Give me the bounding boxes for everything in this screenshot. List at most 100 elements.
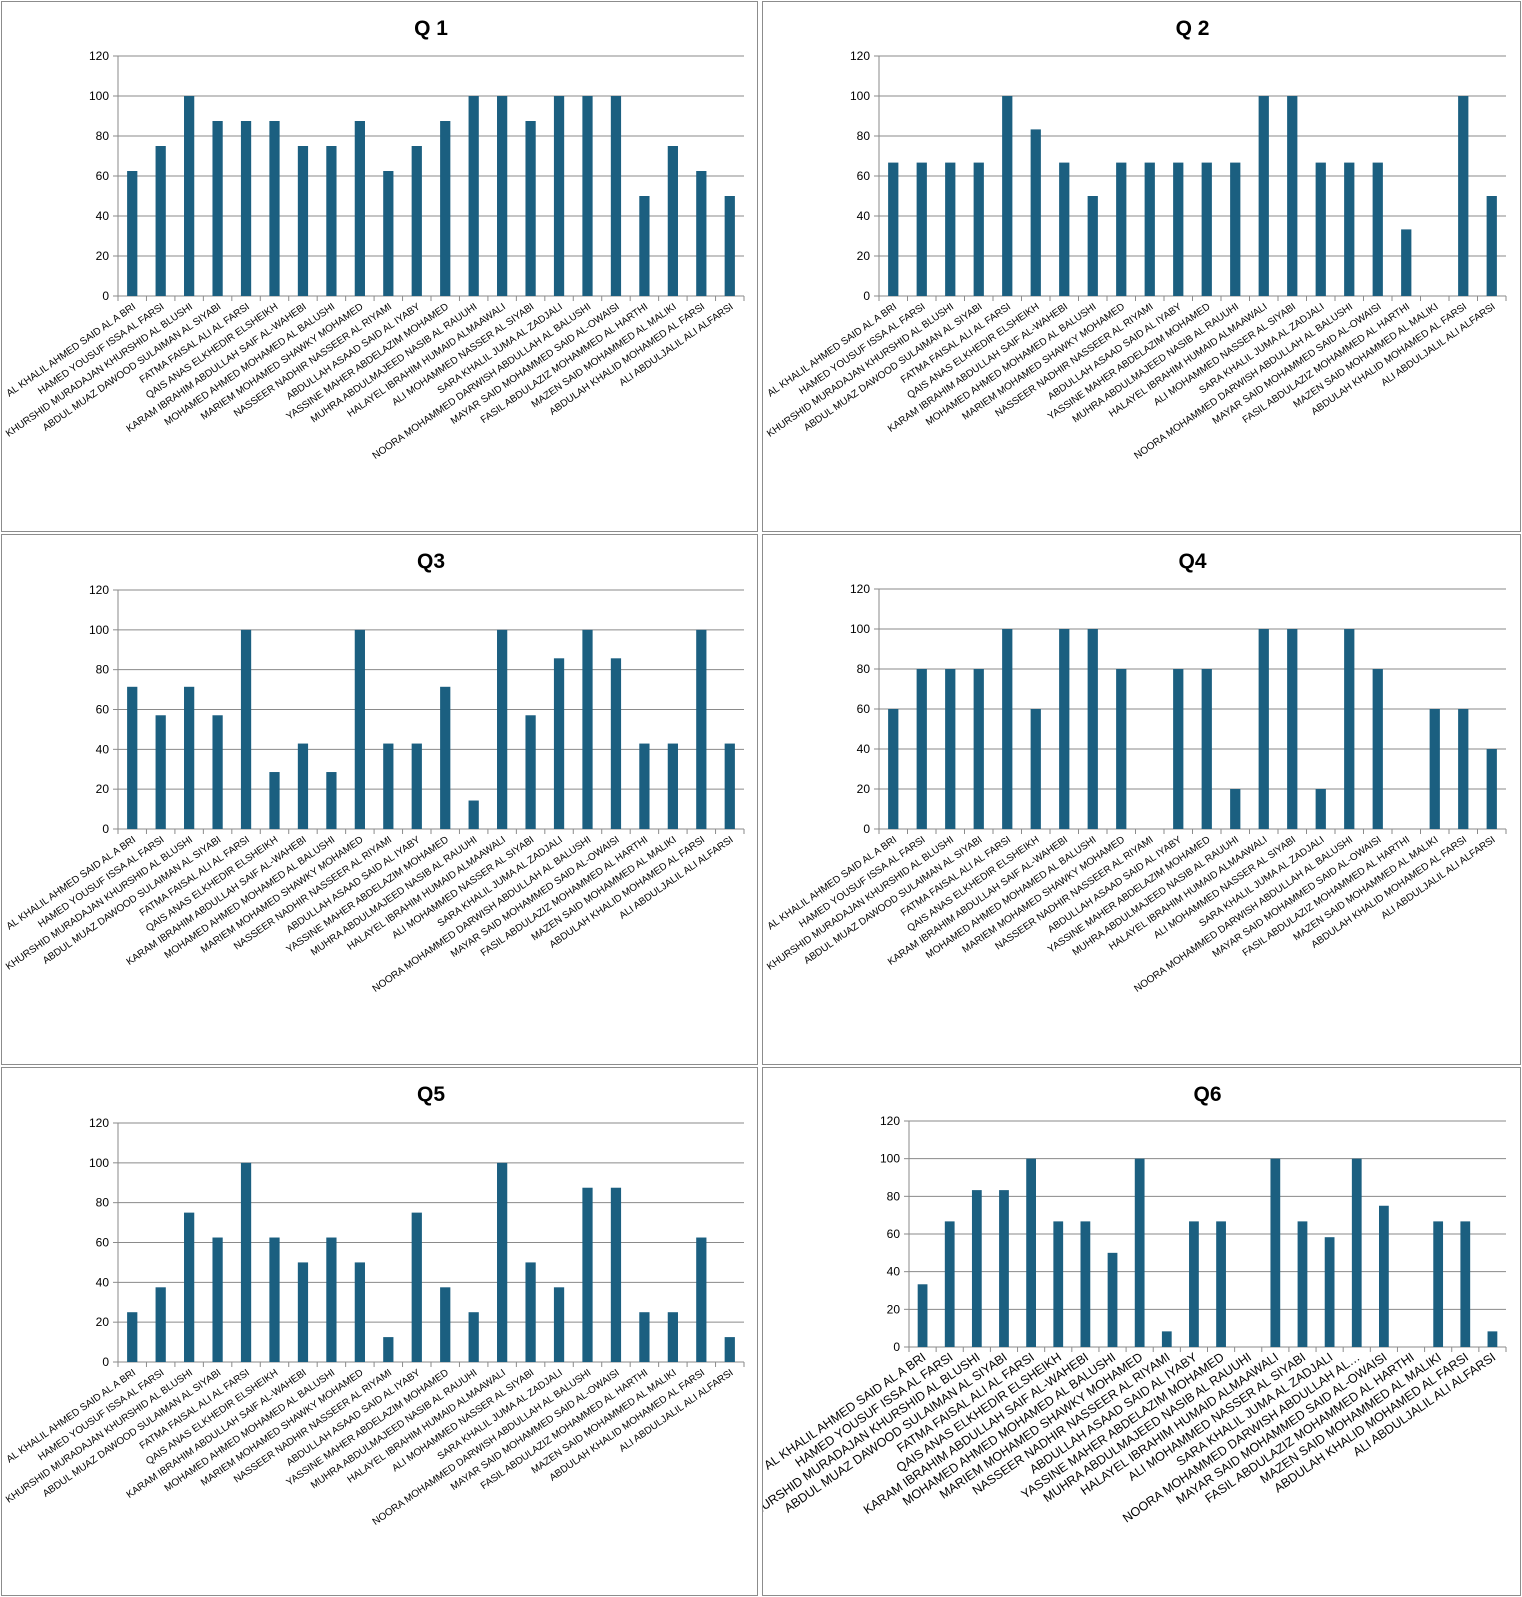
bar [553,96,565,296]
y-tick-label: 60 [96,169,110,183]
bar [1372,669,1383,829]
chart-title: Q 1 [414,17,448,40]
bar [639,743,650,829]
bar [1201,162,1212,296]
bar [1161,1331,1172,1347]
bar [184,686,195,829]
bar [1372,162,1383,296]
chart-title: Q4 [1178,550,1206,573]
y-tick-label: 20 [96,1315,110,1329]
bar [582,96,593,296]
bar [468,800,479,829]
bar [240,121,252,296]
bar [916,669,927,829]
y-tick-label: 100 [850,89,870,103]
bar [696,171,707,296]
y-tick-label: 120 [880,1114,900,1128]
y-tick-label: 20 [96,782,110,796]
panel-q4: Q4 0 20 40 60 80 100 120 AL KHALIL AHMED SAID AL… [762,534,1521,1065]
y-tick-label: 0 [863,289,870,303]
bar [440,686,451,829]
bar [354,1262,365,1362]
bar [1107,1252,1118,1347]
y-tick-label: 80 [96,663,110,677]
bar [1087,629,1098,829]
bar [1351,1158,1362,1347]
y-tick-label: 60 [857,169,871,183]
y-tick-label: 120 [850,49,870,63]
y-tick-label: 60 [887,1227,901,1241]
y-tick-label: 120 [89,1116,109,1130]
bar [127,686,138,829]
bar [269,1237,280,1362]
y-tick-label: 80 [96,1196,110,1210]
y-tick-label: 60 [96,703,110,717]
bar [184,1212,195,1362]
bar [184,96,195,296]
y-tick-label: 40 [96,1275,110,1289]
bar [525,121,536,296]
bar [1315,162,1326,296]
bar [269,121,280,296]
y-tick-label: 40 [857,742,871,756]
y-tick-label: 120 [89,49,109,63]
bar [297,1262,309,1362]
bar [553,658,565,829]
bar [326,1237,337,1362]
bar [1116,162,1127,296]
chart-title: Q6 [1193,1083,1221,1106]
y-tick-label: 0 [102,1355,109,1369]
bar [269,772,280,829]
bar [917,1284,928,1347]
bar [1116,669,1127,829]
panel-q3: Q3 0 20 40 60 80 100 120 AL KHALIL AHMED SAID AL… [1,534,758,1065]
bar [411,743,422,829]
bar [888,162,899,296]
y-tick-label: 40 [96,209,110,223]
bar [553,1287,565,1362]
y-tick-label: 20 [857,782,871,796]
bar [1189,1221,1199,1347]
y-tick-label: 0 [893,1340,900,1354]
bar [1258,629,1269,829]
y-tick-label: 120 [89,583,109,597]
bar [582,629,593,829]
bar [1487,1331,1498,1347]
bar [440,121,451,296]
bar [724,196,735,296]
bar [888,709,899,829]
bar [1486,196,1497,296]
bar [1324,1237,1335,1347]
bar [667,146,678,296]
bar [127,1312,138,1362]
bar [1030,709,1041,829]
y-tick-label: 40 [857,209,871,223]
bar [1216,1221,1226,1347]
bar [1486,749,1497,829]
panel-q6: Q6 0 20 40 60 80 100 120 AL KHALIL AHMED SAID AL… [762,1067,1521,1596]
y-tick-label: 0 [102,822,109,836]
bar [1002,629,1013,829]
y-tick-label: 40 [887,1265,901,1279]
y-tick-label: 80 [857,129,871,143]
chart-title: Q5 [417,1083,445,1106]
bar [1460,1221,1471,1347]
bar [639,196,650,296]
bar [973,669,984,829]
bar [155,146,166,296]
bar [1230,162,1241,296]
bar [1458,709,1469,829]
bar [1002,96,1013,296]
bar [1080,1221,1091,1347]
bar [1053,1221,1064,1347]
chart-title: Q 2 [1176,17,1210,40]
bar [639,1312,650,1362]
bar [155,715,166,829]
panel-q2: Q 2 0 20 40 60 80 100 120 AL KHALIL AHMED SAID A… [762,1,1521,532]
bar [240,629,252,829]
bar [1134,1158,1145,1347]
y-tick-label: 20 [857,249,871,263]
